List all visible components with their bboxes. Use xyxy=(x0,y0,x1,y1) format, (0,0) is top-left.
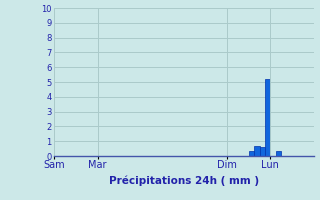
Bar xyxy=(276,151,281,156)
Bar xyxy=(249,151,254,156)
Bar xyxy=(265,79,270,156)
X-axis label: Précipitations 24h ( mm ): Précipitations 24h ( mm ) xyxy=(109,176,259,186)
Bar xyxy=(254,146,260,156)
Bar xyxy=(260,147,265,156)
